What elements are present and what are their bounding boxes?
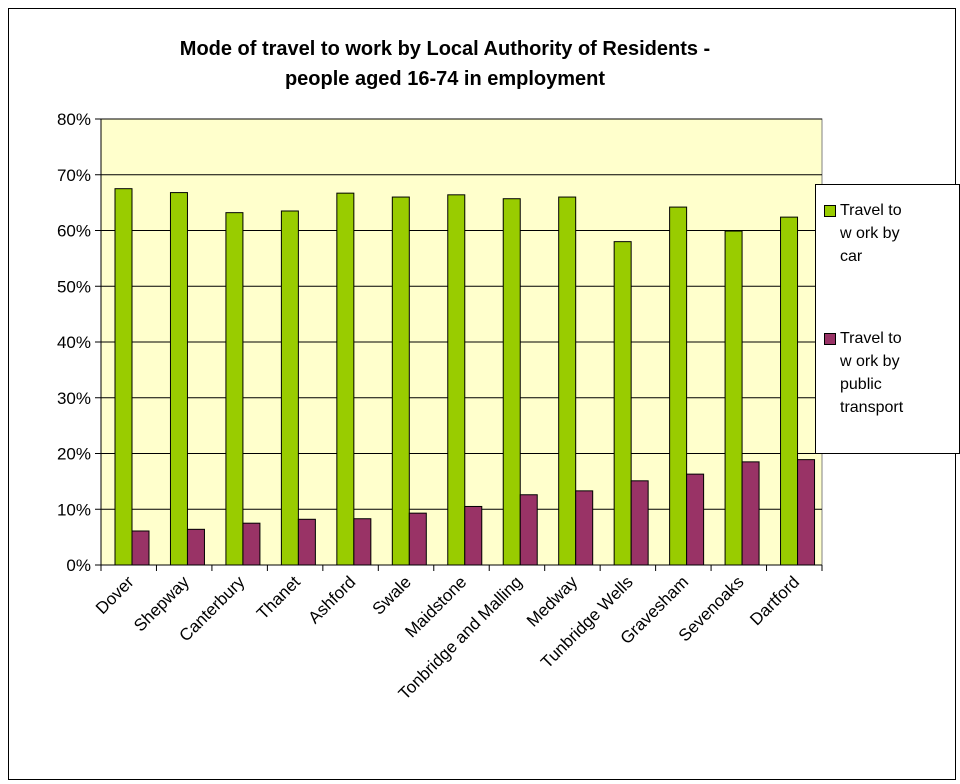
bar-car-dover: [114, 188, 133, 566]
legend-label-public-transport: Travel to w ork by public transport: [840, 330, 904, 416]
legend-swatch-car: [824, 205, 836, 217]
y-tick-label: 30%: [57, 389, 91, 408]
bar-car-tunbridge-wells: [613, 241, 632, 566]
legend-item-public-transport: Travel to w ork by public transport: [824, 327, 950, 419]
legend: Travel to w ork by car Travel to w ork b…: [815, 184, 960, 454]
y-tick-label: 70%: [57, 166, 91, 185]
bar-public-transport-tonbridge-and-malling: [519, 494, 538, 566]
bar-public-transport-tunbridge-wells: [630, 480, 649, 566]
bar-public-transport-swale: [408, 512, 427, 566]
x-tick-label: Dartford: [746, 572, 803, 629]
bar-car-canterbury: [225, 212, 244, 566]
x-tick-label: Thanet: [253, 572, 304, 623]
bar-public-transport-gravesham: [686, 473, 705, 566]
legend-item-car: Travel to w ork by car: [824, 199, 950, 268]
bar-public-transport-ashford: [353, 518, 372, 566]
axes: [95, 118, 823, 571]
chart-title-line-1: Mode of travel to work by Local Authorit…: [179, 38, 711, 60]
bar-car-sevenoaks: [724, 230, 743, 566]
bar-car-shepway: [169, 192, 188, 566]
bar-public-transport-shepway: [186, 528, 205, 566]
y-tick-label: 80%: [57, 110, 91, 129]
bar-car-thanet: [280, 210, 299, 566]
y-axis-tick-labels: 0% 10% 20% 30% 40% 50% 60% 70% 80%: [57, 110, 91, 575]
y-tick-label: 60%: [57, 222, 91, 241]
bar-public-transport-maidstone: [464, 505, 483, 566]
bar-public-transport-dartford: [797, 459, 816, 566]
y-tick-label: 0%: [66, 556, 91, 575]
legend-swatch-public-transport: [824, 333, 836, 345]
bar-public-transport-medway: [575, 490, 594, 566]
legend-label-car: Travel to w ork by car: [840, 202, 902, 265]
x-tick-label: Ashford: [305, 572, 360, 627]
bar-car-tonbridge-and-malling: [502, 198, 521, 566]
bar-car-ashford: [336, 192, 355, 566]
bar-public-transport-dover: [131, 530, 150, 566]
bar-car-dartford: [780, 216, 799, 566]
bar-car-gravesham: [669, 206, 688, 566]
x-tick-label: Swale: [369, 572, 415, 618]
bar-car-medway: [558, 196, 577, 566]
x-tick-label: Dover: [92, 572, 138, 618]
y-tick-label: 50%: [57, 277, 91, 296]
bar-public-transport-canterbury: [242, 522, 261, 566]
bar-public-transport-sevenoaks: [741, 461, 760, 566]
chart-title: Mode of travel to work by Local Authorit…: [0, 34, 890, 94]
y-tick-label: 20%: [57, 445, 91, 464]
y-tick-label: 40%: [57, 333, 91, 352]
bar-car-maidstone: [447, 194, 466, 566]
bar-car-swale: [391, 196, 410, 566]
bar-public-transport-thanet: [297, 518, 316, 566]
chart-title-line-2: people aged 16-74 in employment: [284, 68, 606, 90]
y-tick-label: 10%: [57, 500, 91, 519]
